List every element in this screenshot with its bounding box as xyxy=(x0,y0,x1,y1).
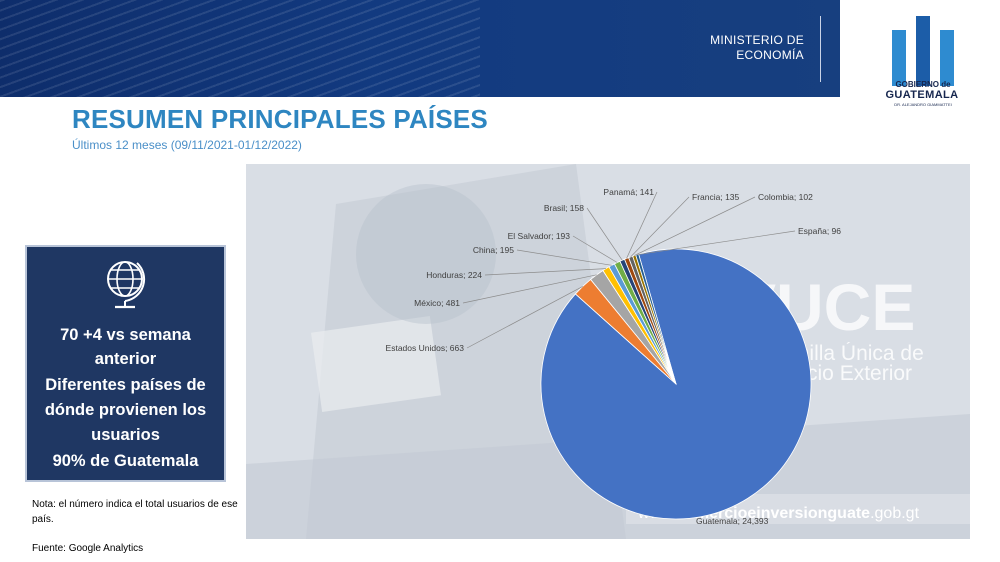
vuce-url-suffix: .gob.gt xyxy=(870,505,919,522)
logo-bar xyxy=(892,30,906,86)
page-title: RESUMEN PRINCIPALES PAÍSES xyxy=(72,104,488,134)
pie-data-label: Estados Unidos; 663 xyxy=(386,343,465,353)
header-band: MINISTERIO DE ECONOMÍA xyxy=(0,0,840,97)
pie-data-label: España; 96 xyxy=(798,226,841,236)
footnote: Nota: el número indica el total usuarios… xyxy=(32,499,238,525)
info-line-1: 70 +4 vs semana xyxy=(60,326,191,344)
info-line-4: dónde provienen los xyxy=(44,401,207,419)
leader-line xyxy=(516,249,612,266)
pie-data-label: Colombia; 102 xyxy=(758,192,813,202)
leader-line xyxy=(626,191,658,259)
leader-line xyxy=(462,274,597,304)
logo-bar xyxy=(940,30,954,86)
leader-line xyxy=(572,235,618,263)
pie-data-label: El Salvador; 193 xyxy=(508,231,571,241)
government-logo-icon xyxy=(892,16,954,86)
header-stripes xyxy=(0,0,480,97)
logo-text-president: DR. ALEJANDRO GIAMMATTEI xyxy=(894,102,952,107)
pie-data-label: Brasil; 158 xyxy=(544,203,584,213)
ministry-line-1: MINISTERIO DE xyxy=(710,33,804,47)
leader-line xyxy=(466,286,583,349)
pie-data-labels: Guatemala; 24,393 Estados Unidos; 663 Méxi… xyxy=(386,187,842,526)
pie-data-label: Guatemala; 24,393 xyxy=(696,516,769,526)
leader-line xyxy=(630,196,690,258)
info-line-3: Diferentes países de xyxy=(45,376,206,394)
ministry-name: MINISTERIO DE ECONOMÍA xyxy=(604,33,804,63)
pie-data-label: Francia; 135 xyxy=(692,192,740,202)
leader-line xyxy=(586,207,623,261)
logo-text-guatemala: GUATEMALA xyxy=(885,89,959,101)
chart-area: VUCE Ventanilla Única de Comercio Exteri… xyxy=(246,164,970,539)
ministry-divider xyxy=(820,16,821,82)
pie-data-label: China; 195 xyxy=(473,245,514,255)
info-line-5: usuarios xyxy=(91,426,160,444)
logo-bar xyxy=(916,16,930,86)
pie-chart: VUCE Ventanilla Única de Comercio Exteri… xyxy=(246,164,970,539)
globe-icon xyxy=(107,261,146,309)
info-box: 70 +4 vs semana anterior Diferentes país… xyxy=(25,245,226,482)
leader-line xyxy=(484,268,606,276)
pie-slices xyxy=(540,248,812,520)
pie-data-label: Panamá; 141 xyxy=(603,187,654,197)
info-line-6: 90% de Guatemala xyxy=(52,452,199,470)
leader-line xyxy=(634,196,756,256)
leader-line xyxy=(637,230,796,256)
pie-data-label: México; 481 xyxy=(414,298,460,308)
ministry-line-2: ECONOMÍA xyxy=(736,48,804,62)
page-subtitle: Últimos 12 meses (09/11/2021-01/12/2022) xyxy=(72,138,302,152)
logo-text-gobierno: GOBIERNO de xyxy=(895,80,951,89)
pie-data-label: Honduras; 224 xyxy=(426,270,482,280)
source-note: Fuente: Google Analytics xyxy=(32,543,144,554)
pie-leader-lines xyxy=(462,191,796,349)
info-line-2: anterior xyxy=(94,350,157,368)
